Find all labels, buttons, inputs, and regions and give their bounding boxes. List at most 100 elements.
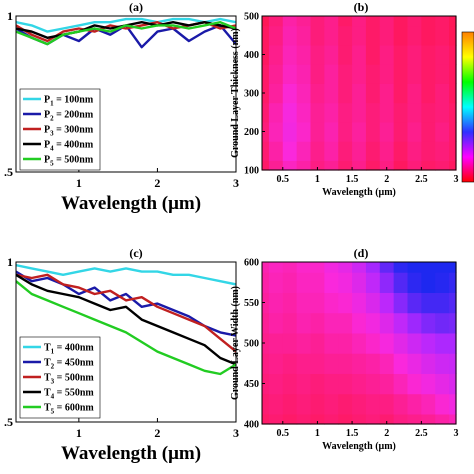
heatmap-cell: [407, 332, 422, 354]
heatmap-cell: [449, 121, 457, 142]
x-tick-label: 2: [384, 428, 389, 439]
heatmap-cell: [421, 332, 436, 354]
heatmap-cell: [421, 160, 436, 171]
legend-entry: P1 = 100nm: [44, 95, 94, 108]
heatmap-cell: [338, 83, 353, 104]
panel-title-d: (d): [354, 246, 369, 260]
heatmap-cell: [262, 83, 270, 104]
heatmap-cell: [282, 83, 298, 104]
heatmap-cell: [393, 44, 409, 65]
y-tick-label: .5: [4, 165, 13, 179]
heatmap-cell: [324, 25, 339, 46]
heatmap-cell: [379, 16, 395, 27]
heatmap-cell: [352, 413, 367, 425]
axes-frame-a: [15, 15, 237, 173]
heatmap-cell: [268, 373, 284, 395]
x-axis-label-d: Wavelength (μm): [322, 441, 396, 452]
x-tick-label: 2: [384, 174, 389, 185]
heatmap-cell: [282, 413, 298, 425]
heatmap-cell: [338, 160, 353, 171]
heatmap-cell: [352, 16, 367, 27]
heatmap-cell: [352, 102, 367, 123]
heatmap-cell: [449, 83, 457, 104]
heatmap-d: [262, 262, 457, 425]
heatmap-cell: [296, 16, 312, 27]
heatmap-cell: [393, 83, 409, 104]
heatmap-cell: [365, 160, 381, 171]
heatmap-cell: [435, 312, 450, 334]
heatmap-cell: [421, 141, 436, 161]
heatmap-cell: [296, 160, 312, 171]
heatmap-cell: [268, 332, 284, 354]
heatmap-cell: [365, 312, 381, 334]
heatmap-cell: [407, 102, 422, 123]
heatmap-cell: [262, 413, 270, 425]
heatmap-cell: [268, 292, 284, 314]
heatmap-cell: [393, 102, 409, 123]
heatmap-cell: [393, 413, 409, 425]
heatmap-cell: [310, 312, 325, 334]
heatmap-cell: [379, 160, 395, 171]
heatmap-cell: [352, 262, 367, 273]
heatmap-cell: [282, 16, 298, 27]
heatmap-cell: [365, 141, 381, 161]
x-tick-label: 1.5: [346, 428, 359, 439]
heatmap-cell: [268, 16, 284, 27]
heatmap-cell: [268, 141, 284, 161]
heatmap-cell: [449, 332, 457, 354]
heatmap-cell: [449, 160, 457, 171]
heatmap-cell: [296, 83, 312, 104]
heatmap-cell: [379, 353, 395, 374]
heatmap-cell: [262, 44, 270, 65]
heatmap-cell: [310, 332, 325, 354]
heatmap-cell: [310, 16, 325, 27]
heatmap-cell: [338, 292, 353, 314]
heatmap-cell: [268, 393, 284, 415]
heatmap-cell: [407, 413, 422, 425]
heatmap-cell: [393, 373, 409, 395]
heatmap-cell: [262, 393, 270, 415]
heatmap-cell: [421, 272, 436, 293]
series-line-a-5: [16, 21, 236, 46]
heatmap-cell: [407, 44, 422, 65]
heatmap-cell: [449, 64, 457, 84]
heatmap-cell: [324, 393, 339, 415]
heatmap-cell: [352, 141, 367, 161]
heatmap-cell: [324, 16, 339, 27]
x-tick-label: 1: [76, 426, 82, 440]
heatmap-cell: [435, 160, 450, 171]
heatmap-cell: [262, 262, 270, 273]
heatmap-cell: [379, 312, 395, 334]
heatmap-cell: [310, 83, 325, 104]
heatmap-cell: [296, 44, 312, 65]
heatmap-cell: [435, 25, 450, 46]
y-tick-label: 500: [244, 12, 259, 23]
heatmap-cell: [435, 353, 450, 374]
heatmap-cell: [365, 272, 381, 293]
heatmap-cell: [379, 44, 395, 65]
heatmap-cell: [268, 44, 284, 65]
heatmap-cell: [338, 312, 353, 334]
legend-entry: P5 = 500nm: [44, 155, 94, 168]
heatmap-cell: [393, 121, 409, 142]
heatmap-cell: [365, 332, 381, 354]
heatmap-cell: [282, 312, 298, 334]
heatmap-cell: [324, 413, 339, 425]
axes-frame-c: [15, 261, 237, 423]
series-line-c-1: [16, 264, 236, 286]
heatmap-cell: [324, 272, 339, 293]
heatmap-cell: [338, 121, 353, 142]
heatmap-cell: [407, 292, 422, 314]
heatmap-cell: [338, 16, 353, 27]
heatmap-cell: [282, 332, 298, 354]
heatmap-cell: [310, 292, 325, 314]
heatmap-cell: [393, 393, 409, 415]
heatmap-cell: [324, 121, 339, 142]
heatmap-cell: [282, 393, 298, 415]
legend-entry: P4 = 400nm: [44, 140, 94, 153]
heatmap-cell: [310, 393, 325, 415]
heatmap-cell: [324, 141, 339, 161]
heatmap-cell: [449, 353, 457, 374]
heatmap-cell: [324, 64, 339, 84]
heatmap-cell: [352, 44, 367, 65]
